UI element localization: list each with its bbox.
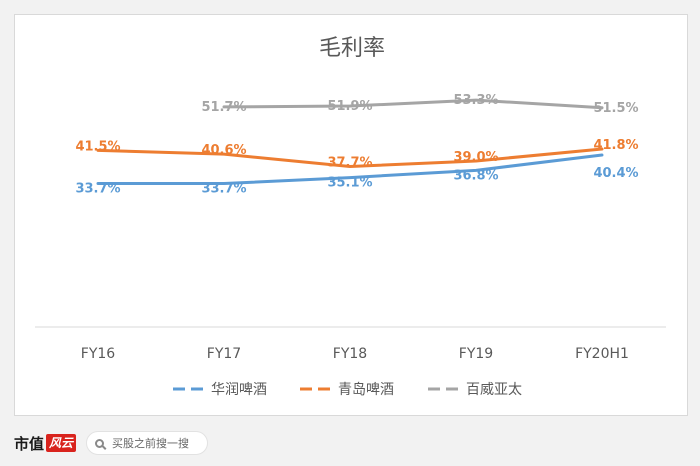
legend: 华润啤酒 青岛啤酒 百威亚太 <box>173 382 522 398</box>
x-tick-label: FY17 <box>207 346 241 362</box>
search-box[interactable]: 买股之前搜一搜 <box>86 431 209 455</box>
legend-label-budweiser-apac: 百威亚太 <box>466 382 522 398</box>
search-placeholder: 买股之前搜一搜 <box>112 437 190 450</box>
x-tick-label: FY18 <box>333 346 367 362</box>
legend-label-cr-beer: 华润啤酒 <box>211 382 267 398</box>
series-line-tsingtao <box>96 147 604 169</box>
gross-margin-chart: 毛利率 33.7% 33.7% 35.1% 36.8% 40.4%41.5% 40.6%3… <box>35 36 666 398</box>
legend-label-tsingtao: 青岛啤酒 <box>338 382 394 398</box>
chart-title: 毛利率 <box>319 36 385 61</box>
data-label-layer: 33.7% 33.7% 35.1% 36.8% 40.4% 41.5% 40.6% 37.7%… <box>75 93 638 196</box>
search-icon <box>95 438 105 448</box>
data-label-budweiser-apac: 51.5% <box>593 101 638 116</box>
data-label-tsingtao: 41.8% <box>593 138 638 153</box>
data-label-cr-beer: 40.4% <box>593 166 638 181</box>
x-tick-label: FY16 <box>81 346 116 362</box>
brand-logo-badge: 风云 <box>46 434 77 452</box>
data-label-tsingtao: 37.7% <box>327 156 372 171</box>
data-label-cr-beer: 33.7% <box>75 182 120 197</box>
data-label-tsingtao: 41.5% <box>75 139 120 154</box>
x-tick-layer: FY16 FY17 FY18 FY19 FY20H1 <box>81 346 629 362</box>
data-label-cr-beer: 35.1% <box>327 176 372 191</box>
data-label-budweiser-apac: 51.7% <box>201 100 246 115</box>
data-label-budweiser-apac: 51.9% <box>327 99 372 114</box>
footer-bar: 市值 风云 买股之前搜一搜 <box>14 428 688 458</box>
series-line-cr-beer <box>96 153 604 186</box>
series-line-budweiser-apac <box>222 98 604 110</box>
chart-card: 毛利率 33.7% 33.7% 35.1% 36.8% 40.4% 41.5% 40.6% 3… <box>14 14 688 416</box>
series-layer <box>96 98 604 186</box>
data-label-budweiser-apac: 53.3% <box>453 93 498 108</box>
brand-logo-text: 市值 <box>14 434 45 453</box>
x-tick-label: FY19 <box>459 346 493 362</box>
x-tick-label: FY20H1 <box>575 346 629 362</box>
data-label-cr-beer: 36.8% <box>453 168 498 183</box>
data-label-tsingtao: 39.0% <box>453 150 498 165</box>
data-label-cr-beer: 33.7% <box>201 182 246 197</box>
data-label-tsingtao: 40.6% <box>201 143 246 158</box>
